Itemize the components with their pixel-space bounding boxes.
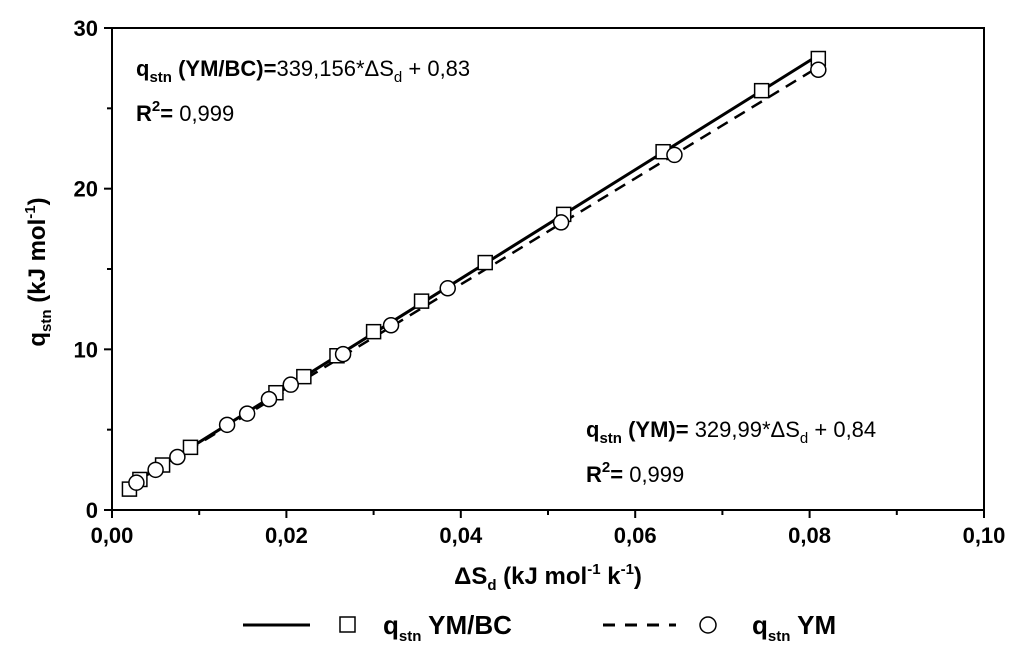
- r2-ym-eq: =: [610, 462, 623, 487]
- equation-ym-tail: + 0,84: [808, 417, 876, 442]
- x-tick-label: 0,08: [788, 523, 831, 548]
- tick-labels: 0,00 0,02 0,04 0,06 0,08 0,10 0 10 20 30: [74, 16, 1006, 548]
- legend-label-ymbc: qstn YM/BC: [383, 610, 512, 645]
- equation-ym: qstn (YM)= 329,99*ΔSd + 0,84: [586, 417, 876, 447]
- circle-point: [128, 474, 145, 491]
- equation-ymbc: qstn (YM/BC)=339,156*ΔSd + 0,83: [136, 56, 470, 86]
- y-axis-title-sup: -1: [22, 205, 39, 218]
- circle-point: [439, 280, 456, 297]
- fit-line-ym: [135, 65, 819, 483]
- legend-label-ym-q: q: [752, 610, 768, 640]
- y-axis-title: qstn (kJ mol-1): [22, 197, 55, 346]
- x-tick-label: 0,04: [439, 523, 483, 548]
- x-axis-title-unit: (kJ mol: [497, 563, 588, 590]
- circle-point: [666, 146, 683, 164]
- y-axis-title-q: q: [24, 332, 51, 347]
- y-axis-title-unit: (kJ mol: [24, 219, 51, 310]
- equation-ymbc-delta: ΔS: [365, 56, 394, 81]
- circle-point: [282, 376, 300, 393]
- axis-ticks: [104, 27, 985, 518]
- circle-point: [552, 214, 570, 231]
- legend-circle-marker: [699, 616, 717, 634]
- legend-label-ym: qstn YM: [752, 610, 836, 645]
- x-axis-title-k: k: [601, 563, 622, 590]
- r2-ymbc-val: 0,999: [173, 101, 234, 126]
- equation-ym-formula: 329,99*: [689, 417, 771, 442]
- equation-ymbc-tail: + 0,83: [402, 56, 470, 81]
- square-point: [296, 368, 312, 385]
- r2-ymbc-eq: =: [160, 101, 173, 126]
- circle-point: [334, 345, 352, 363]
- legend-label-ym-text: YM: [790, 610, 836, 640]
- legend-label-ymbc-text: YM/BC: [421, 610, 512, 640]
- x-tick-label: 0,10: [963, 523, 1006, 548]
- circle-point: [147, 461, 164, 479]
- x-tick-label: 0,02: [265, 523, 308, 548]
- square-point: [365, 323, 382, 340]
- r2-ymbc-r: R: [136, 101, 152, 126]
- equation-ymbc-sub: stn: [149, 69, 172, 86]
- x-axis-title-sup1: -1: [587, 561, 600, 578]
- r2-ym: R2= 0,999: [586, 459, 684, 487]
- x-tick-label: 0,06: [614, 523, 657, 548]
- x-axis-title-delta: ΔS: [454, 563, 487, 590]
- equation-ym-sub: stn: [599, 430, 622, 447]
- square-point: [413, 293, 430, 309]
- legend-label-ymbc-q: q: [383, 610, 399, 640]
- x-axis-title-sup2: -1: [621, 561, 634, 578]
- square-point: [753, 82, 770, 99]
- y-axis-title-sub: stn: [38, 309, 55, 332]
- r2-ym-sup: 2: [602, 459, 610, 476]
- data-markers: [121, 50, 827, 497]
- y-tick-label: 30: [74, 16, 98, 41]
- circle-point: [238, 405, 256, 422]
- x-axis-title: ΔSd (kJ mol-1 k-1): [454, 561, 642, 594]
- equation-ymbc-label: (YM/BC)=: [172, 56, 277, 81]
- y-tick-label: 20: [74, 177, 98, 202]
- equation-ym-dsub: d: [800, 430, 808, 447]
- y-axis-title-close: ): [24, 197, 51, 205]
- legend: qstn YM/BC qstn YM: [243, 610, 836, 645]
- equation-ym-delta: ΔS: [771, 417, 800, 442]
- y-tick-label: 0: [86, 498, 98, 523]
- square-point: [477, 254, 493, 271]
- circle-point: [218, 416, 236, 434]
- equation-ymbc-q: q: [136, 56, 149, 81]
- equation-ym-q: q: [586, 417, 599, 442]
- square-point: [182, 439, 199, 456]
- equation-ymbc-formula: 339,156*: [276, 56, 365, 81]
- circle-point: [810, 61, 827, 79]
- equation-ym-label: (YM)=: [622, 417, 689, 442]
- legend-square-marker: [339, 616, 356, 633]
- equation-ymbc-dsub: d: [394, 69, 402, 86]
- x-axis-title-sub: d: [487, 577, 496, 594]
- x-axis-title-close: ): [634, 563, 642, 590]
- circle-point: [260, 390, 278, 408]
- x-tick-label: 0,00: [91, 523, 134, 548]
- r2-ym-val: 0,999: [623, 462, 684, 487]
- r2-ymbc: R2= 0,999: [136, 98, 234, 126]
- r2-ym-r: R: [586, 462, 602, 487]
- legend-label-ym-sub: stn: [768, 628, 791, 645]
- circle-point: [382, 316, 400, 334]
- legend-label-ymbc-sub: stn: [399, 628, 422, 645]
- circle-point: [169, 448, 186, 466]
- y-tick-label: 10: [74, 337, 98, 362]
- r2-ymbc-sup: 2: [152, 98, 160, 115]
